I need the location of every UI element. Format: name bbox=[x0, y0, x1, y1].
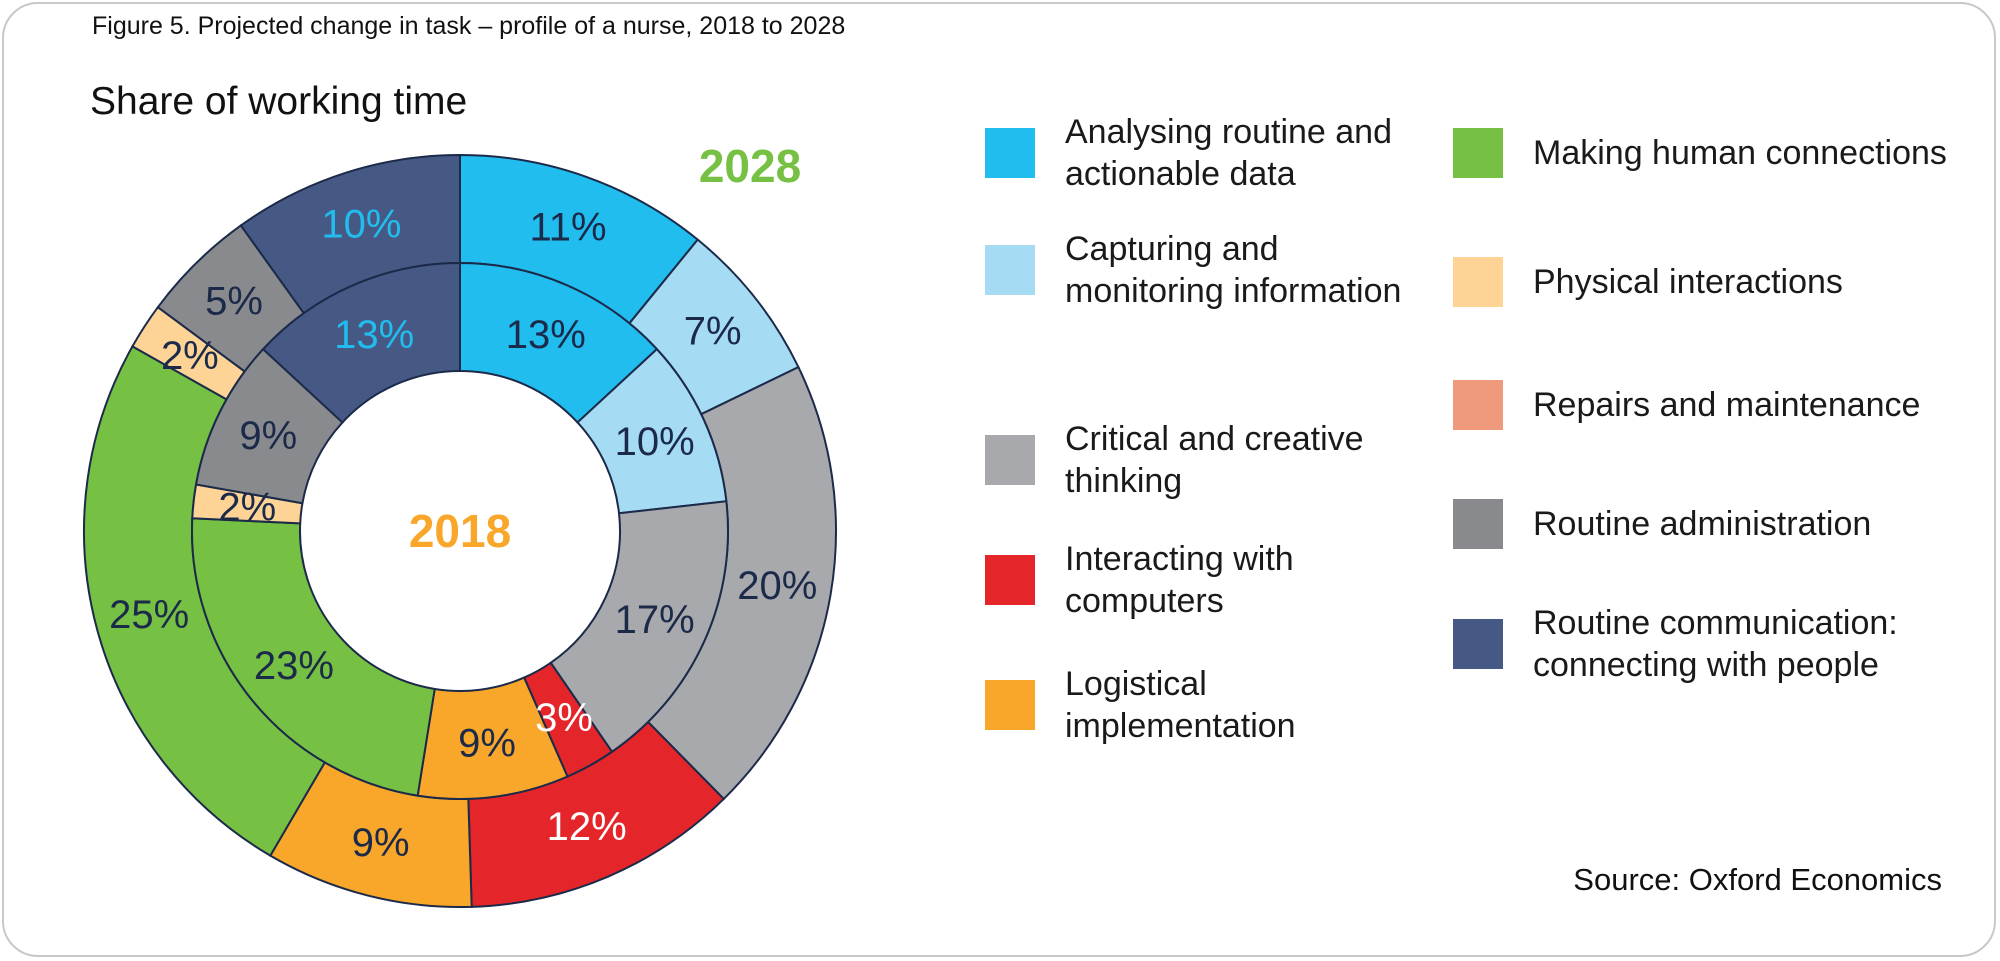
slice-label-2018-1: 13% bbox=[506, 313, 586, 357]
legend-swatch bbox=[985, 128, 1035, 178]
slice-label-2028-6: 25% bbox=[109, 593, 189, 637]
legend-label: Logistical implementation bbox=[1065, 665, 1296, 745]
legend-item: Interacting with computers bbox=[985, 538, 1425, 622]
legend-item: Critical and creative thinking bbox=[985, 418, 1425, 502]
legend-swatch bbox=[1453, 619, 1503, 669]
slice-label-2028-5: 9% bbox=[352, 821, 410, 865]
legend-label: Routine administration bbox=[1533, 505, 1872, 543]
ring-2018 bbox=[191, 261, 729, 800]
legend-label: Analysing routine and actionable data bbox=[1065, 113, 1393, 193]
legend-item: Routine communication: connecting with p… bbox=[1453, 602, 1953, 686]
legend-swatch bbox=[1453, 380, 1503, 430]
slice-label-2028-1: 11% bbox=[529, 206, 606, 250]
legend-item: Analysing routine and actionable data bbox=[985, 111, 1425, 195]
legend-swatch bbox=[985, 680, 1035, 730]
slice-label-2018-3: 17% bbox=[615, 598, 695, 642]
legend-swatch bbox=[985, 245, 1035, 295]
legend-label: Repairs and maintenance bbox=[1533, 386, 1921, 424]
legend-label: Capturing and monitoring information bbox=[1065, 230, 1402, 310]
slice-label-2018-6: 23% bbox=[254, 644, 334, 688]
slice-label-2018-5: 9% bbox=[458, 721, 516, 765]
slice-label-2018-2: 10% bbox=[615, 420, 695, 464]
slice-label-2028-2: 7% bbox=[684, 309, 742, 353]
slice-label-2018-9: 9% bbox=[239, 414, 297, 458]
legend-swatch bbox=[985, 555, 1035, 605]
slice-2018-3 bbox=[549, 500, 729, 754]
slice-label-2018-4: 3% bbox=[535, 696, 593, 740]
legend-item: Routine administration bbox=[1453, 499, 1953, 549]
slice-2018-6 bbox=[191, 517, 436, 797]
legend-swatch bbox=[1453, 499, 1503, 549]
legend-item: Repairs and maintenance bbox=[1453, 380, 1953, 430]
slice-label-2028-3: 20% bbox=[737, 564, 817, 608]
legend-item: Physical interactions bbox=[1453, 257, 1953, 307]
slice-label-2028-9: 5% bbox=[205, 280, 263, 324]
legend-label: Making human connections bbox=[1533, 134, 1947, 172]
legend-label: Routine communication: connecting with p… bbox=[1533, 604, 1898, 684]
slice-label-2018-7: 2% bbox=[218, 485, 276, 529]
legend-swatch bbox=[1453, 257, 1503, 307]
legend-item: Logistical implementation bbox=[985, 663, 1425, 747]
figure-caption: Figure 5. Projected change in task – pro… bbox=[92, 12, 846, 40]
ring-2028 bbox=[83, 153, 837, 908]
legend-swatch bbox=[1453, 128, 1503, 178]
ring-year-2018: 2018 bbox=[409, 505, 511, 557]
chart-title: Share of working time bbox=[90, 80, 468, 123]
slice-label-2028-4: 12% bbox=[547, 805, 627, 849]
ring-year-2028: 2028 bbox=[699, 140, 801, 192]
legend-item: Making human connections bbox=[1453, 128, 1953, 178]
slice-label-2028-7: 2% bbox=[161, 334, 219, 378]
slice-labels: 11% 7% 20% 12% 9% 25% 2% 5% 10% 13% 10% 17% 3% 9% 23% 2… bbox=[109, 202, 817, 865]
legend-label: Interacting with computers bbox=[1065, 540, 1294, 620]
source-note: Source: Oxford Economics bbox=[1573, 862, 1942, 897]
legend-item: Capturing and monitoring information bbox=[985, 228, 1425, 312]
legend-label: Physical interactions bbox=[1533, 263, 1843, 301]
slice-label-2028-10: 10% bbox=[321, 202, 401, 246]
slice-2018-10 bbox=[261, 261, 461, 424]
legend-swatch bbox=[985, 435, 1035, 485]
slice-label-2018-10: 13% bbox=[334, 313, 414, 357]
legend-label: Critical and creative thinking bbox=[1065, 420, 1364, 500]
